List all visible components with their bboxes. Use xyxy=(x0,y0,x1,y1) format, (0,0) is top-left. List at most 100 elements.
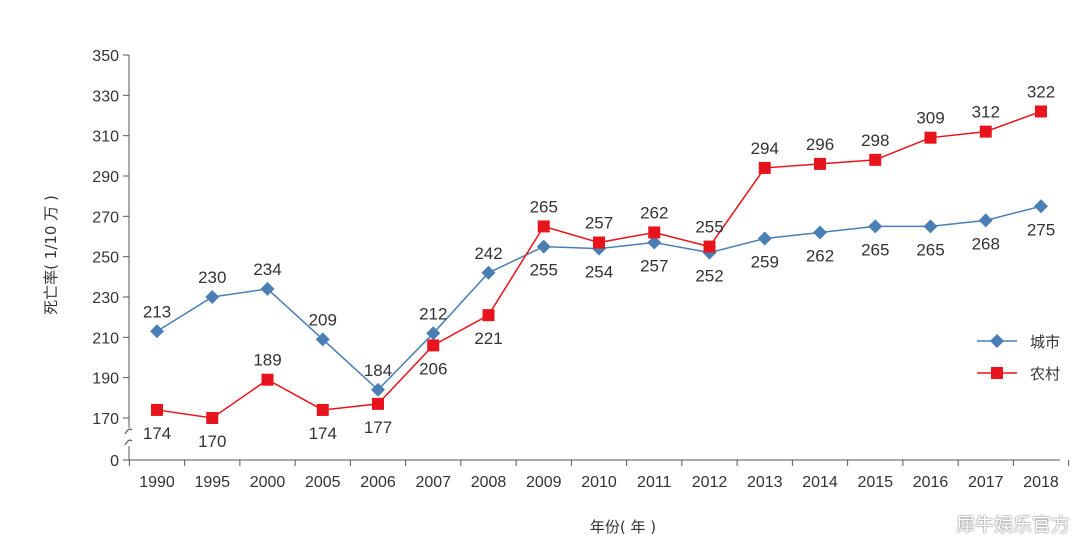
x-tick-label: 2008 xyxy=(471,474,507,491)
city-point xyxy=(923,219,938,234)
series-layer xyxy=(150,105,1048,424)
x-tick-label: 2007 xyxy=(415,474,451,491)
rural-point xyxy=(316,403,329,416)
city-point xyxy=(371,382,385,397)
x-tick-label: 2018 xyxy=(1023,474,1059,491)
axis-break-mark-upper xyxy=(124,428,133,435)
data-labels: 213 230 234 209 184 212 242 255 254 257 252 259 262 2… xyxy=(143,82,1055,451)
rural-data-label: 255 xyxy=(695,218,723,237)
y-tick-label: 0 xyxy=(110,453,119,470)
city-point xyxy=(205,290,220,304)
city-data-label: 230 xyxy=(198,268,226,287)
x-tick-label: 2005 xyxy=(305,474,341,491)
y-tick-label: 210 xyxy=(92,330,119,347)
x-tick-label: 2015 xyxy=(857,474,893,491)
city-point xyxy=(260,281,275,296)
x-tick-label: 2013 xyxy=(747,474,783,491)
rural-data-label: 322 xyxy=(1027,82,1055,101)
rural-point xyxy=(427,339,440,352)
y-tick-label: 350 xyxy=(92,48,119,65)
rural-data-label: 294 xyxy=(751,139,779,158)
axes: 0 170 190 210 230 250 270 290 310 330 350 1990 1995 2… xyxy=(92,48,1070,491)
rural-data-label: 309 xyxy=(916,109,944,128)
rural-point xyxy=(206,412,219,424)
legend-marker-diamond xyxy=(990,334,1004,348)
city-data-label: 234 xyxy=(253,260,281,279)
legend-label: 城市 xyxy=(1030,333,1060,351)
city-data-label: 242 xyxy=(474,244,502,263)
city-data-label: 257 xyxy=(640,257,668,276)
rural-point xyxy=(758,161,771,174)
city-point xyxy=(647,235,662,250)
rural-point xyxy=(648,226,661,239)
series-line-city xyxy=(156,205,1042,391)
y-tick-label: 330 xyxy=(92,88,119,105)
rural-point xyxy=(537,220,550,233)
rural-point xyxy=(1035,105,1047,118)
axis-break-mark-lower xyxy=(124,439,133,446)
rural-data-label: 265 xyxy=(530,197,558,216)
city-data-label: 265 xyxy=(861,240,889,259)
city-point xyxy=(868,219,883,234)
rural-point xyxy=(372,397,384,410)
city-data-label: 184 xyxy=(364,361,392,380)
city-data-label: 212 xyxy=(419,304,447,323)
x-tick-label: 2000 xyxy=(250,474,286,491)
y-tick-label: 290 xyxy=(92,169,119,186)
x-tick-label: 1990 xyxy=(139,474,175,491)
x-axis-title: 年份( 年 ) xyxy=(590,518,656,536)
y-tick-label: 270 xyxy=(92,209,119,226)
legend-marker-square xyxy=(991,367,1003,379)
rural-point xyxy=(261,373,274,386)
x-tick-label: 2012 xyxy=(692,474,728,491)
city-point xyxy=(1034,199,1048,214)
city-data-label: 252 xyxy=(695,267,723,286)
rural-data-label: 174 xyxy=(143,424,171,443)
y-tick-label: 250 xyxy=(92,250,119,267)
x-tick-label: 2010 xyxy=(581,474,617,491)
city-data-label: 213 xyxy=(143,302,171,321)
rural-point xyxy=(924,131,937,144)
city-point xyxy=(481,265,496,280)
y-tick-label: 170 xyxy=(92,411,119,428)
city-data-label: 259 xyxy=(751,253,779,272)
rural-data-label: 174 xyxy=(309,424,337,443)
x-tick-label: 2006 xyxy=(360,474,396,491)
rural-point xyxy=(869,153,882,166)
rural-point xyxy=(814,157,826,170)
rural-data-label: 221 xyxy=(474,329,502,348)
x-tick-label: 2016 xyxy=(913,474,949,491)
city-point xyxy=(978,213,993,228)
rural-point xyxy=(703,240,716,253)
rural-data-label: 206 xyxy=(419,359,447,378)
city-data-label: 268 xyxy=(972,234,1000,253)
rural-data-label: 262 xyxy=(640,203,668,222)
city-point xyxy=(315,332,330,347)
rural-data-label: 257 xyxy=(585,214,613,233)
y-tick-label: 190 xyxy=(92,371,119,388)
city-data-label: 254 xyxy=(585,263,613,282)
city-data-label: 262 xyxy=(806,246,834,265)
y-tick-label: 310 xyxy=(92,129,119,146)
x-tick-label: 2017 xyxy=(968,474,1004,491)
x-tick-label: 2011 xyxy=(637,474,672,491)
rural-data-label: 312 xyxy=(972,103,1000,122)
city-data-label: 275 xyxy=(1027,220,1055,239)
y-tick-label: 230 xyxy=(92,290,119,307)
rural-data-label: 298 xyxy=(861,131,889,150)
city-point xyxy=(813,225,827,240)
rural-data-label: 296 xyxy=(806,135,834,154)
rural-point xyxy=(593,236,605,249)
watermark: 犀牛娱乐官方 xyxy=(955,514,1070,536)
rural-data-label: 170 xyxy=(198,432,226,451)
city-data-label: 255 xyxy=(530,261,558,280)
city-point xyxy=(757,231,772,246)
city-data-label: 209 xyxy=(309,310,337,329)
legend-label: 农村 xyxy=(1030,365,1060,383)
city-data-label: 265 xyxy=(916,240,944,259)
city-point xyxy=(426,326,441,341)
x-tick-label: 1995 xyxy=(194,474,230,491)
rural-point xyxy=(979,125,992,138)
